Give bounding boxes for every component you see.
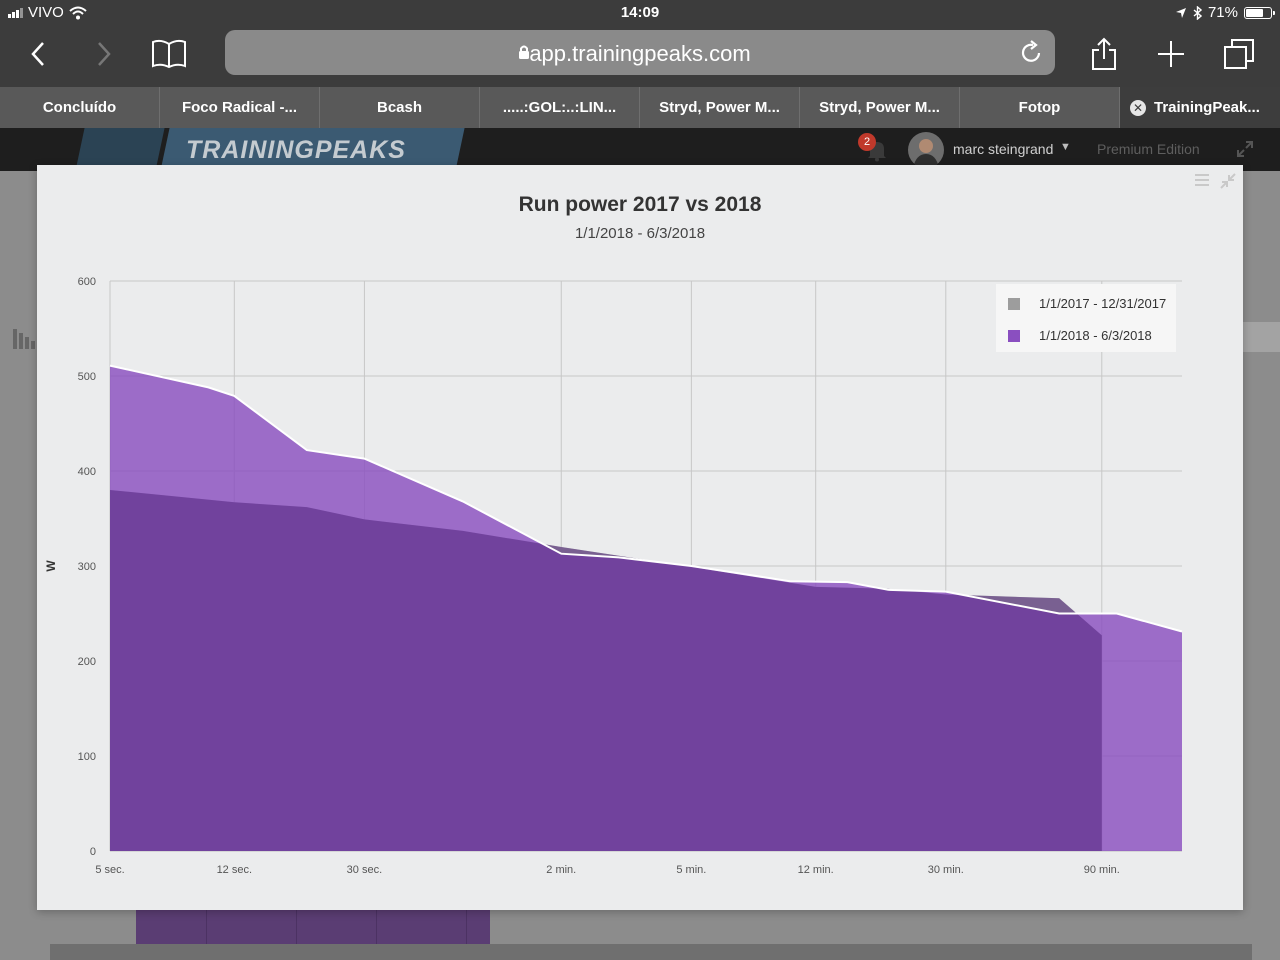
browser-tab[interactable]: Foco Radical -... xyxy=(160,87,320,128)
x-tick-label: 12 sec. xyxy=(217,864,252,876)
chevron-right-icon xyxy=(98,42,111,66)
battery-icon xyxy=(1244,6,1275,19)
y-tick-label: 600 xyxy=(78,276,96,288)
bar-chart-icon xyxy=(13,329,35,349)
browser-tab[interactable]: Concluído xyxy=(0,87,160,128)
chart-menu-icon[interactable] xyxy=(1194,173,1210,187)
x-tick-label: 90 min. xyxy=(1084,864,1120,876)
y-tick-label: 100 xyxy=(78,751,96,763)
legend-swatch xyxy=(1008,329,1020,342)
tab-strip: Concluído Foco Radical -... Bcash .....:… xyxy=(0,87,1280,128)
edition-label: Premium Edition xyxy=(1097,141,1200,157)
browser-toolbar: app.trainingpeaks.com xyxy=(0,26,1280,87)
chevron-left-icon xyxy=(31,42,44,66)
x-tick-label: 5 min. xyxy=(676,864,706,876)
x-tick-label: 30 min. xyxy=(928,864,964,876)
new-tab-button[interactable] xyxy=(1149,34,1193,74)
y-axis-label: W xyxy=(44,560,58,572)
legend-swatch xyxy=(1008,297,1020,310)
background-scrollbar xyxy=(50,944,1252,960)
cellular-signal-icon xyxy=(8,7,23,18)
address-bar[interactable]: app.trainingpeaks.com xyxy=(225,30,1055,75)
notification-badge: 2 xyxy=(858,133,876,151)
user-name[interactable]: marc steingrand xyxy=(953,141,1054,157)
browser-tab[interactable]: Bcash xyxy=(320,87,480,128)
legend-label: 1/1/2018 - 6/3/2018 xyxy=(1039,328,1152,343)
tab-label: TrainingPeak... xyxy=(1154,99,1260,116)
tab-label: Fotop xyxy=(1018,99,1061,116)
legend-item-2017[interactable]: 1/1/2017 - 12/31/2017 xyxy=(1008,296,1166,311)
browser-tab-active[interactable]: ✕ TrainingPeak... xyxy=(1120,87,1280,128)
y-tick-label: 300 xyxy=(78,561,96,573)
battery-percent: 71% xyxy=(1207,4,1238,21)
tabs-overview-button[interactable] xyxy=(1217,34,1261,74)
legend-label: 1/1/2017 - 12/31/2017 xyxy=(1039,296,1167,311)
browser-tab[interactable]: .....:GOL:..:LIN... xyxy=(480,87,640,128)
book-icon xyxy=(152,39,186,69)
tab-label: Bcash xyxy=(376,99,423,116)
chart-modal: Run power 2017 vs 2018 1/1/2018 - 6/3/20… xyxy=(37,165,1243,910)
browser-tab[interactable]: Stryd, Power M... xyxy=(640,87,800,128)
lock-icon xyxy=(519,45,529,59)
chart-legend: 1/1/2017 - 12/31/2017 1/1/2018 - 6/3/201… xyxy=(996,284,1176,352)
series-2018-line xyxy=(109,364,1183,633)
user-photo-icon xyxy=(913,139,939,168)
app-header: TRAININGPEAKS 2 marc steingrand ▼ Premiu… xyxy=(0,128,1280,171)
y-tick-label: 200 xyxy=(78,656,96,668)
background-panel xyxy=(1243,322,1280,352)
chart-title: Run power 2017 vs 2018 xyxy=(518,193,762,216)
share-icon xyxy=(1092,37,1116,70)
y-tick-label: 500 xyxy=(78,371,96,383)
y-tick-label: 0 xyxy=(90,846,96,858)
wifi-icon xyxy=(69,6,87,19)
share-button[interactable] xyxy=(1082,34,1126,74)
tab-label: .....:GOL:..:LIN... xyxy=(502,99,617,116)
status-time: 14:09 xyxy=(620,4,660,21)
reload-icon[interactable] xyxy=(1021,40,1043,64)
y-tick-label: 400 xyxy=(78,466,96,478)
chart-subtitle: 1/1/2018 - 6/3/2018 xyxy=(574,225,706,242)
power-duration-chart: 0 100 200 300 400 500 600 5 sec. 12 sec. 30 sec. 2… xyxy=(44,276,1183,876)
avatar[interactable] xyxy=(908,132,944,168)
tab-label: Stryd, Power M... xyxy=(659,99,780,116)
x-tick-label: 12 min. xyxy=(798,864,834,876)
url-text: app.trainingpeaks.com xyxy=(529,41,751,66)
x-tick-label: 2 min. xyxy=(546,864,576,876)
close-tab-icon[interactable]: ✕ xyxy=(1130,99,1146,116)
chevron-down-icon[interactable]: ▼ xyxy=(1060,141,1071,153)
location-arrow-icon xyxy=(1175,7,1186,18)
browser-tab[interactable]: Fotop xyxy=(960,87,1120,128)
tabs-icon xyxy=(1224,39,1254,69)
bookmarks-button[interactable] xyxy=(147,34,191,74)
expand-icon[interactable] xyxy=(1236,140,1254,158)
series-overlap-area xyxy=(110,490,1102,851)
status-bar: VIVO 14:09 71% xyxy=(0,0,1280,26)
bluetooth-icon xyxy=(1193,5,1202,20)
browser-tab[interactable]: Stryd, Power M... xyxy=(800,87,960,128)
app-logo[interactable]: TRAININGPEAKS xyxy=(186,136,406,164)
tab-label: Concluído xyxy=(42,99,117,116)
legend-item-2018[interactable]: 1/1/2018 - 6/3/2018 xyxy=(1008,328,1152,343)
carrier-name: VIVO xyxy=(28,4,64,21)
tab-label: Stryd, Power M... xyxy=(819,99,940,116)
plus-icon xyxy=(1158,41,1184,67)
x-tick-label: 5 sec. xyxy=(95,864,124,876)
collapse-icon[interactable] xyxy=(1220,173,1236,189)
tab-label: Foco Radical -... xyxy=(181,99,298,116)
back-button[interactable] xyxy=(16,34,60,74)
x-tick-label: 30 sec. xyxy=(347,864,382,876)
forward-button[interactable] xyxy=(82,34,126,74)
